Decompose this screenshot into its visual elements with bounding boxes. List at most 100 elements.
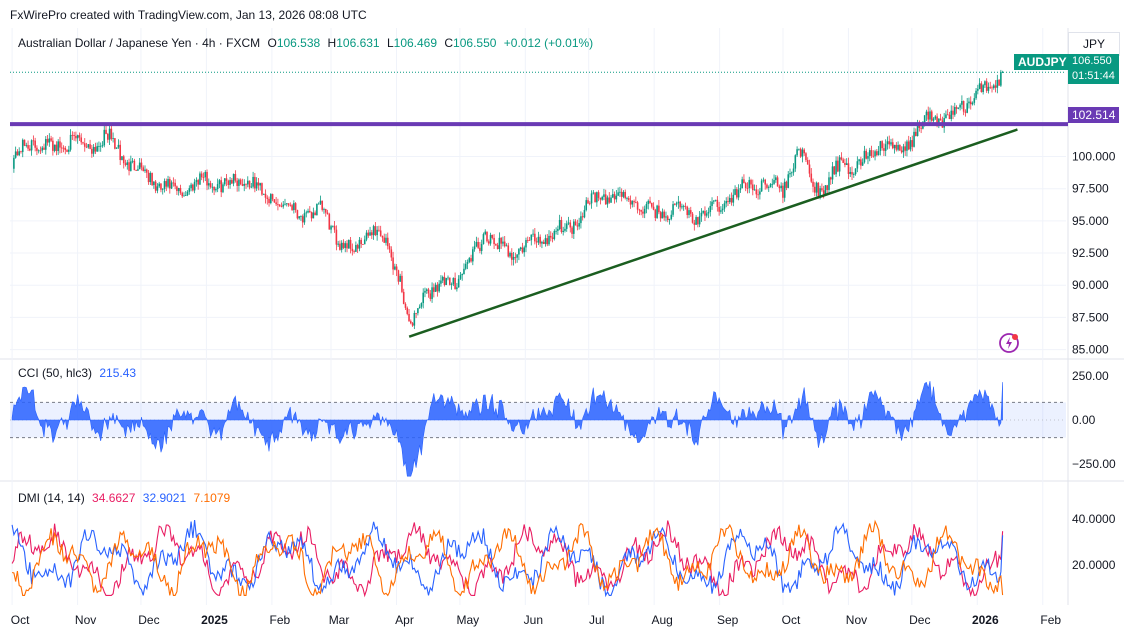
candle-body	[238, 179, 240, 186]
candle-body	[447, 277, 449, 279]
candle-body	[87, 144, 90, 148]
candle-body	[333, 225, 336, 230]
candle-body	[748, 180, 751, 189]
candle-body	[652, 206, 655, 210]
cci-value: 215.43	[99, 366, 137, 380]
price-tick-label: 90.000	[1072, 278, 1109, 292]
candle-body	[681, 206, 683, 208]
candle-body	[909, 140, 912, 150]
candle-body	[110, 128, 113, 139]
candle-body	[810, 173, 813, 182]
candle-body	[753, 189, 756, 191]
candle-body	[358, 239, 361, 249]
candle-body	[89, 144, 91, 149]
x-tick-label: Mar	[329, 613, 350, 627]
price-legend: Australian Dollar / Japanese Yen · 4h · …	[18, 36, 597, 50]
candle-body	[397, 270, 400, 282]
alert-logo-icon[interactable]	[998, 332, 1020, 354]
cci-name: CCI (50, hlc3)	[18, 366, 93, 380]
candle-body	[429, 293, 432, 299]
candle-body	[342, 242, 345, 248]
candle-body	[744, 183, 747, 189]
candle-body	[254, 176, 256, 189]
currency-selector[interactable]: JPY	[1068, 32, 1120, 56]
candle-body	[904, 146, 906, 151]
candle-body	[881, 141, 883, 149]
candle-body	[443, 276, 446, 285]
candle-body	[636, 202, 639, 210]
candle-body	[672, 204, 674, 215]
candle-body	[978, 83, 981, 89]
candle-body	[587, 200, 589, 204]
low-label: L	[386, 36, 394, 50]
candle-body	[596, 192, 598, 203]
candle-body	[828, 177, 830, 190]
candle-body	[805, 153, 807, 161]
price-tick-label: 85.000	[1072, 343, 1109, 357]
candle-body	[278, 204, 281, 207]
candle-body	[955, 107, 958, 109]
candle-body	[776, 177, 779, 187]
candle-body	[200, 173, 203, 178]
candle-body	[209, 183, 212, 188]
candle-body	[312, 212, 315, 219]
candle-body	[755, 189, 758, 195]
candle-body	[193, 181, 196, 191]
candle-body	[879, 141, 882, 152]
candle-body	[252, 176, 254, 187]
candle-body	[991, 87, 993, 89]
candle-body	[659, 212, 662, 219]
candle-body	[457, 278, 460, 288]
candle-body	[509, 252, 511, 257]
candle-body	[565, 223, 568, 229]
candle-body	[378, 229, 380, 231]
candle-body	[413, 313, 416, 326]
open-label: O	[267, 36, 277, 50]
x-tick-label: Feb	[1040, 613, 1061, 627]
candle-body	[635, 202, 637, 204]
candle-body	[562, 230, 564, 233]
candle-body	[386, 237, 389, 247]
candle-body	[966, 103, 969, 113]
candle-body	[138, 162, 141, 170]
candle-body	[888, 141, 891, 145]
candle-body	[91, 148, 93, 154]
candle-body	[987, 86, 990, 91]
candle-body	[911, 140, 914, 147]
candle-body	[300, 216, 302, 218]
candle-body	[307, 210, 309, 213]
candle-body	[762, 179, 765, 181]
candle-body	[456, 287, 458, 290]
candle-body	[865, 150, 867, 159]
candle-body	[624, 191, 627, 199]
candle-body	[216, 184, 219, 190]
minus-di-line	[11, 519, 1004, 598]
candle-body	[573, 221, 575, 234]
candle-body	[821, 188, 823, 191]
candle-body	[392, 257, 394, 270]
candle-body	[317, 203, 320, 205]
candle-body	[686, 206, 689, 216]
candle-body	[112, 138, 114, 139]
candle-body	[21, 139, 24, 153]
x-tick-label: Oct	[782, 613, 801, 627]
candle-body	[424, 290, 426, 293]
candle-body	[945, 114, 947, 119]
candle-body	[293, 203, 295, 211]
candle-body	[410, 321, 412, 324]
candle-body	[766, 184, 768, 188]
candle-body	[218, 180, 221, 185]
candle-body	[583, 209, 586, 218]
candle-body	[751, 184, 754, 191]
candle-body	[691, 213, 694, 223]
candle-body	[778, 186, 781, 189]
candle-body	[223, 178, 226, 185]
candle-body	[767, 187, 770, 188]
candle-body	[149, 172, 152, 183]
candle-body	[961, 101, 963, 105]
x-tick-label: Jul	[589, 613, 604, 627]
candle-body	[482, 234, 485, 245]
candle-body	[985, 81, 988, 91]
candle-body	[571, 227, 573, 234]
